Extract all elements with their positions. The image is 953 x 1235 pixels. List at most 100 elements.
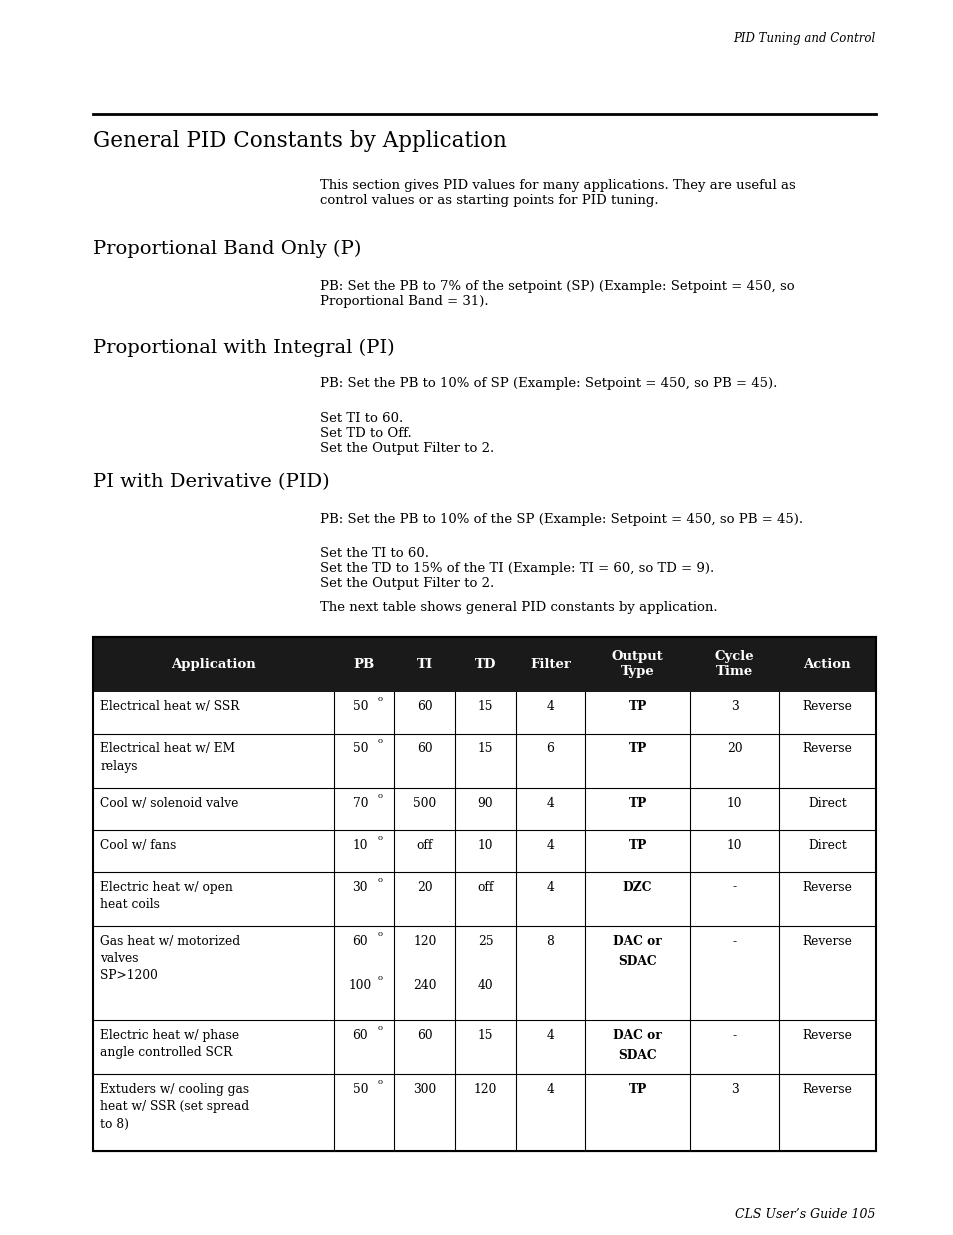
Text: 15: 15	[477, 1029, 493, 1042]
Text: 120: 120	[413, 935, 436, 948]
Text: PI with Derivative (PID): PI with Derivative (PID)	[93, 473, 330, 492]
Text: 60: 60	[352, 1029, 368, 1042]
Text: 10: 10	[353, 839, 368, 852]
Bar	[93, 1074, 875, 1151]
Text: This section gives PID values for many applications. They are useful as
control : This section gives PID values for many a…	[319, 179, 795, 207]
Text: 20: 20	[726, 742, 741, 756]
Text: 90: 90	[477, 797, 493, 810]
Text: -: -	[732, 935, 736, 948]
Text: Application: Application	[171, 658, 255, 671]
Text: 120: 120	[474, 1083, 497, 1097]
Text: 8: 8	[546, 935, 554, 948]
Text: 50: 50	[353, 742, 368, 756]
Text: Electrical heat w/ EM: Electrical heat w/ EM	[100, 742, 235, 756]
Text: 30: 30	[353, 881, 368, 894]
Text: 4: 4	[546, 881, 554, 894]
Text: Action: Action	[802, 658, 850, 671]
Text: off: off	[476, 881, 493, 894]
Text: 3: 3	[730, 1083, 738, 1097]
Text: o: o	[377, 792, 382, 799]
Text: 10: 10	[726, 797, 741, 810]
Text: 240: 240	[413, 979, 436, 993]
Text: PB: Set the PB to 10% of the SP (Example: Setpoint = 450, so PB = 45).: PB: Set the PB to 10% of the SP (Example…	[319, 513, 801, 526]
Text: -: -	[732, 881, 736, 894]
Text: Set TI to 60.
Set TD to Off.
Set the Output Filter to 2.: Set TI to 60. Set TD to Off. Set the Out…	[319, 412, 494, 456]
Text: Cool w/ fans: Cool w/ fans	[100, 839, 176, 852]
Text: Direct: Direct	[807, 839, 846, 852]
Bar	[93, 926, 875, 1020]
Bar	[93, 872, 875, 926]
Text: CLS User’s Guide 105: CLS User’s Guide 105	[735, 1208, 875, 1221]
Text: heat w/ SSR (set spread: heat w/ SSR (set spread	[100, 1100, 249, 1114]
Text: Gas heat w/ motorized: Gas heat w/ motorized	[100, 935, 240, 948]
Text: Reverse: Reverse	[801, 1083, 851, 1097]
Text: o: o	[377, 695, 382, 703]
Text: TP: TP	[628, 700, 646, 714]
Text: DZC: DZC	[622, 881, 652, 894]
Text: heat coils: heat coils	[100, 898, 160, 911]
Text: o: o	[377, 930, 382, 937]
Text: 20: 20	[416, 881, 432, 894]
Text: Reverse: Reverse	[801, 1029, 851, 1042]
Text: 50: 50	[353, 700, 368, 714]
Text: TP: TP	[628, 797, 646, 810]
Text: Filter: Filter	[529, 658, 570, 671]
Text: Electric heat w/ phase: Electric heat w/ phase	[100, 1029, 239, 1042]
Text: 300: 300	[413, 1083, 436, 1097]
Text: 4: 4	[546, 1083, 554, 1097]
Text: TD: TD	[475, 658, 496, 671]
Text: Cool w/ solenoid valve: Cool w/ solenoid valve	[100, 797, 238, 810]
Bar	[93, 637, 875, 692]
Text: o: o	[377, 1024, 382, 1031]
Bar	[93, 1020, 875, 1074]
Text: o: o	[377, 974, 382, 982]
Bar	[93, 788, 875, 830]
Text: SDAC: SDAC	[618, 1049, 657, 1062]
Text: 15: 15	[477, 742, 493, 756]
Text: -: -	[732, 1029, 736, 1042]
Text: Reverse: Reverse	[801, 742, 851, 756]
Text: relays: relays	[100, 760, 137, 773]
Text: Reverse: Reverse	[801, 935, 851, 948]
Bar	[93, 830, 875, 872]
Text: 60: 60	[352, 935, 368, 948]
Text: PB: PB	[354, 658, 375, 671]
Text: 25: 25	[477, 935, 493, 948]
Text: Reverse: Reverse	[801, 700, 851, 714]
Bar	[93, 637, 875, 1151]
Text: 60: 60	[416, 1029, 432, 1042]
Text: Electric heat w/ open: Electric heat w/ open	[100, 881, 233, 894]
Text: 4: 4	[546, 700, 554, 714]
Text: TP: TP	[628, 1083, 646, 1097]
Text: to 8): to 8)	[100, 1118, 129, 1131]
Text: The next table shows general PID constants by application.: The next table shows general PID constan…	[319, 601, 717, 615]
Text: Extuders w/ cooling gas: Extuders w/ cooling gas	[100, 1083, 249, 1097]
Text: 3: 3	[730, 700, 738, 714]
Text: angle controlled SCR: angle controlled SCR	[100, 1046, 233, 1060]
Text: 4: 4	[546, 797, 554, 810]
Text: PID Tuning and Control: PID Tuning and Control	[733, 32, 875, 46]
Text: Proportional with Integral (PI): Proportional with Integral (PI)	[93, 338, 395, 357]
Text: General PID Constants by Application: General PID Constants by Application	[93, 130, 507, 152]
Text: SDAC: SDAC	[618, 955, 657, 968]
Text: 6: 6	[546, 742, 554, 756]
Bar	[93, 734, 875, 788]
Text: SP>1200: SP>1200	[100, 969, 158, 983]
Text: 50: 50	[353, 1083, 368, 1097]
Text: Electrical heat w/ SSR: Electrical heat w/ SSR	[100, 700, 239, 714]
Bar	[93, 692, 875, 734]
Text: o: o	[377, 1078, 382, 1086]
Text: 500: 500	[413, 797, 436, 810]
Text: 10: 10	[726, 839, 741, 852]
Text: 100: 100	[348, 979, 372, 993]
Text: o: o	[377, 737, 382, 745]
Text: Output
Type: Output Type	[611, 651, 662, 678]
Text: 70: 70	[353, 797, 368, 810]
Text: Reverse: Reverse	[801, 881, 851, 894]
Text: PB: Set the PB to 10% of SP (Example: Setpoint = 450, so PB = 45).: PB: Set the PB to 10% of SP (Example: Se…	[319, 377, 776, 390]
Text: off: off	[416, 839, 433, 852]
Text: o: o	[377, 834, 382, 841]
Text: TP: TP	[628, 839, 646, 852]
Text: 10: 10	[477, 839, 493, 852]
Text: 15: 15	[477, 700, 493, 714]
